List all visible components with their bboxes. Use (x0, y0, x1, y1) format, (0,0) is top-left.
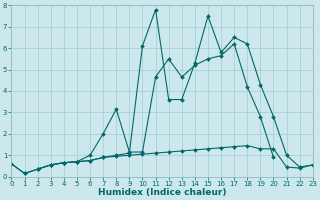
X-axis label: Humidex (Indice chaleur): Humidex (Indice chaleur) (98, 188, 226, 197)
